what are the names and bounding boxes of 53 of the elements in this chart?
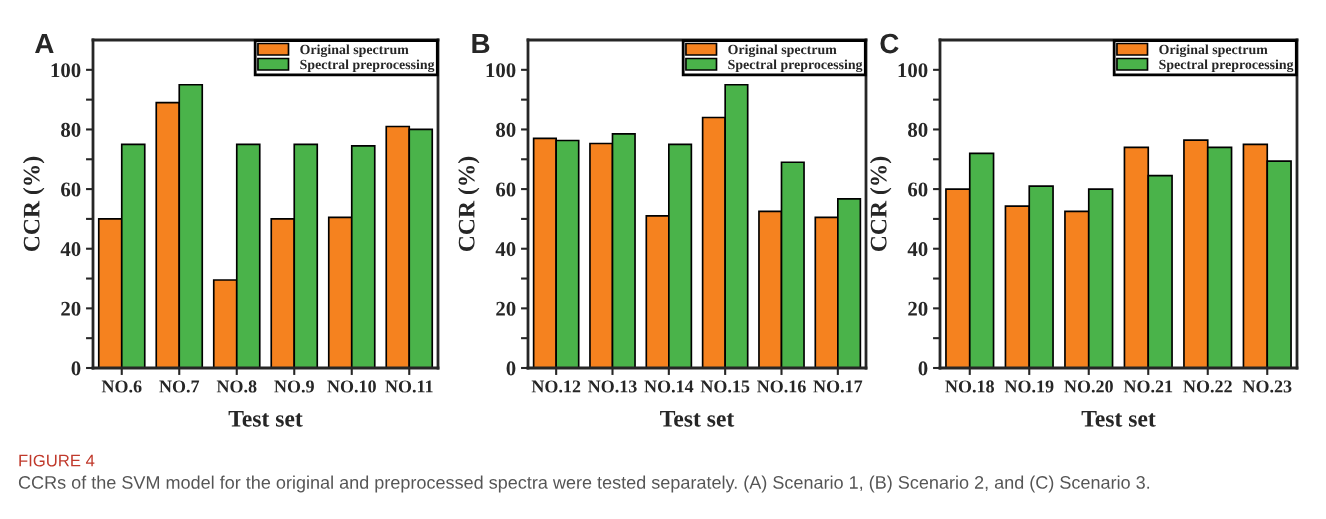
y-tick-label: 80 — [908, 122, 928, 137]
y-tick-label: 60 — [496, 182, 516, 197]
chart-title: B — [472, 34, 490, 54]
y-tick-label: 80 — [496, 122, 516, 137]
y-tick-label: 0 — [506, 361, 516, 376]
y-axis-title: CCR (%) — [22, 156, 45, 252]
x-tick-label: NO.9 — [274, 380, 314, 393]
x-tick-label: NO.11 — [385, 380, 433, 393]
y-tick-label: 20 — [496, 301, 516, 316]
legend-label: Original spectrum — [1159, 44, 1268, 58]
x-tick-label: NO.16 — [757, 380, 806, 393]
y-tick-label: 60 — [61, 182, 81, 197]
x-tick-label: NO.20 — [1064, 380, 1113, 393]
x-axis-title: Test set — [660, 410, 735, 427]
x-tick-label: NO.6 — [101, 380, 142, 393]
y-axis-title: CCR (%) — [869, 156, 892, 252]
legend-label: Original spectrum — [728, 44, 837, 58]
caption: FIGURE 4 — [19, 454, 95, 467]
y-tick-label: 100 — [486, 63, 516, 78]
y-tick-label: 0 — [71, 361, 81, 376]
legend-label: Spectral preprocessing — [728, 59, 863, 73]
x-axis-title: Test set — [228, 410, 303, 427]
y-tick-label: 100 — [898, 63, 928, 78]
x-tick-label: NO.19 — [1004, 380, 1054, 393]
x-tick-label: NO.17 — [813, 380, 863, 393]
y-tick-label: 20 — [908, 301, 928, 316]
x-tick-label: NO.18 — [945, 380, 994, 393]
y-tick-label: 0 — [918, 361, 928, 376]
x-tick-label: NO.10 — [327, 380, 376, 393]
y-tick-label: 40 — [907, 242, 928, 257]
y-tick-label: 60 — [908, 182, 928, 197]
y-tick-label: 40 — [60, 242, 81, 257]
y-tick-label: 80 — [61, 122, 81, 137]
y-tick-label: 40 — [495, 242, 516, 257]
y-tick-label: 20 — [61, 301, 81, 316]
chart-title: C — [880, 33, 899, 54]
y-tick-label: 100 — [51, 63, 81, 78]
x-tick-label: NO.13 — [588, 380, 637, 393]
legend-label: Spectral preprocessing — [300, 59, 435, 73]
x-tick-label: NO.8 — [216, 380, 257, 393]
x-tick-label: NO.22 — [1183, 380, 1232, 393]
x-tick-label: NO.21 — [1123, 380, 1173, 393]
x-axis-title: Test set — [1081, 410, 1156, 427]
x-tick-label: NO.14 — [644, 380, 694, 393]
x-tick-label: NO.12 — [531, 380, 581, 393]
text: CCRs of the SVM model for the original and preprocessed spectra were tested separately. (A) Scenario 1, (B) Scenario 2, and (C) Scenario 3. — [18, 475, 1150, 493]
x-tick-label: NO.15 — [700, 380, 750, 393]
y-axis-title: CCR (%) — [457, 156, 480, 252]
legend-label: Original spectrum — [300, 44, 409, 58]
chart-title: A — [35, 34, 54, 54]
x-tick-label: NO.23 — [1242, 380, 1292, 393]
legend-label: Spectral preprocessing — [1159, 59, 1294, 73]
x-tick-label: NO.7 — [159, 380, 200, 393]
